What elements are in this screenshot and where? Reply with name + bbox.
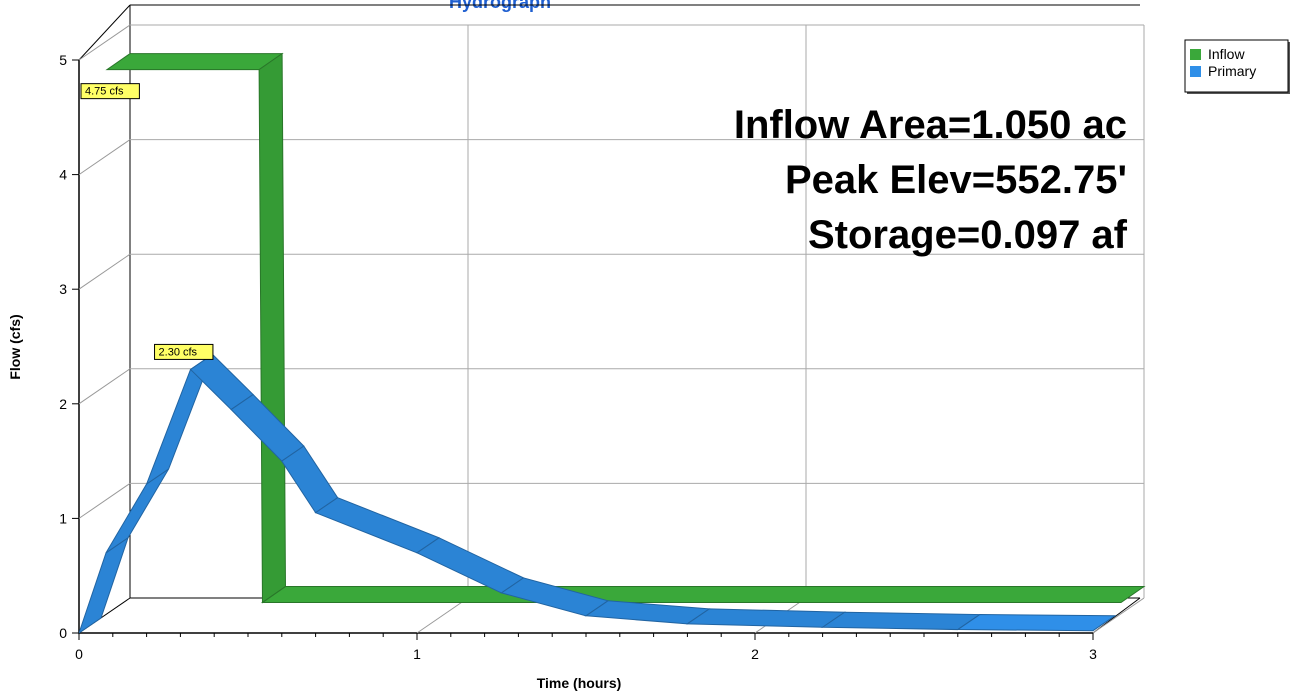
series-ribbon-primary <box>821 611 982 631</box>
peak-labels: 4.75 cfs 2.30 cfs <box>80 83 214 360</box>
grid-depth-y <box>78 24 131 61</box>
grid-depth-x <box>416 597 469 634</box>
x-axis-title: Time (hours) <box>537 675 622 691</box>
series-ribbon-primary <box>685 608 847 628</box>
series-ribbon-inflow <box>105 53 284 71</box>
series-ribbon-primary <box>956 614 1117 632</box>
peak-label: 4.75 cfs <box>85 86 124 98</box>
grid-depth-y <box>78 482 131 519</box>
series-ribbon-primary <box>500 577 610 617</box>
series-ribbon-primary <box>584 600 711 625</box>
annotation-storage: Storage=0.097 af <box>808 213 1128 257</box>
series-ribbon-inflow <box>258 52 286 604</box>
peak-label-box <box>154 343 214 360</box>
y-tick-label: 2 <box>59 396 67 412</box>
peak-label-box <box>80 83 140 100</box>
legend-label: Inflow <box>1208 46 1245 62</box>
y-tick-label: 3 <box>59 281 67 297</box>
legend-swatch <box>1190 66 1201 77</box>
grid-depth-x <box>1092 597 1145 634</box>
legend-label: Primary <box>1208 63 1256 79</box>
x-tick-label: 0 <box>75 646 83 662</box>
axes-layer: 0 1 2 3 4 5 0 1 2 3 <box>59 52 1097 662</box>
series-ribbon-primary <box>78 536 129 635</box>
legend-box <box>1184 39 1289 93</box>
grid-depth-y <box>78 253 131 290</box>
y-tick-label: 0 <box>59 625 67 641</box>
x-tick-label: 1 <box>413 646 421 662</box>
series-ribbon-primary <box>314 497 441 554</box>
series-ribbon-primary <box>281 445 339 514</box>
x-tick-label: 2 <box>751 646 759 662</box>
grid-lines <box>78 24 1145 634</box>
plot-frame <box>78 4 1141 634</box>
annotation-block: Inflow Area=1.050 ac Peak Elev=552.75' S… <box>734 103 1128 257</box>
depth-top-left <box>78 4 131 61</box>
series-layer <box>78 52 1146 635</box>
chart-title: Hydrograph <box>449 0 551 12</box>
y-tick-label: 1 <box>59 510 67 526</box>
annotation-inflow-area: Inflow Area=1.050 ac <box>734 103 1127 147</box>
peak-label: 2.30 cfs <box>159 346 198 358</box>
series-ribbon-inflow <box>260 586 1146 604</box>
y-tick-label: 5 <box>59 52 67 68</box>
series-ribbon-primary <box>415 537 525 594</box>
y-axis-title: Flow (cfs) <box>7 314 23 379</box>
grid-depth-y <box>78 139 131 176</box>
grid-depth-y <box>78 368 131 405</box>
y-tick-label: 4 <box>59 167 67 183</box>
legend-swatch <box>1190 49 1201 60</box>
x-tick-label: 3 <box>1089 646 1097 662</box>
series-ribbon-primary <box>105 468 170 554</box>
annotation-peak-elev: Peak Elev=552.75' <box>785 158 1127 202</box>
